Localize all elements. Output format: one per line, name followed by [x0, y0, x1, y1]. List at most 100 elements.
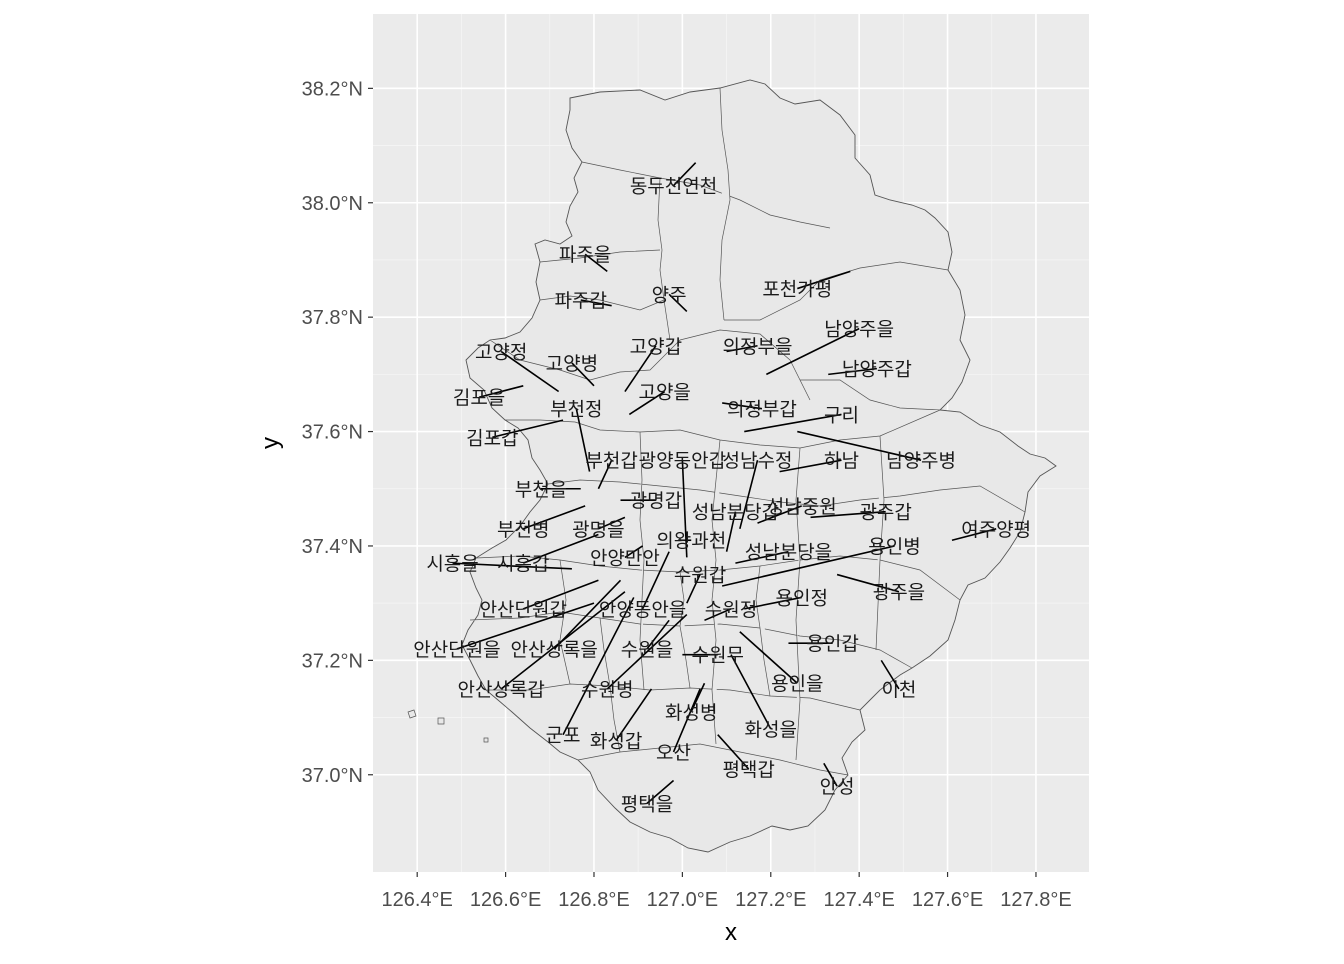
x-tick-label: 126.4°E — [382, 889, 453, 911]
region-label: 고양병 — [546, 353, 598, 375]
district-border — [547, 479, 1026, 513]
district-border — [539, 249, 661, 263]
label-leader-line — [951, 528, 997, 542]
district-border — [505, 409, 941, 449]
label-leader-line — [739, 459, 759, 529]
district-border — [581, 161, 831, 229]
region-label: 이천 — [881, 679, 916, 701]
y-tick-label: 37.2°N — [302, 650, 363, 672]
x-tick-label: 127.4°E — [823, 889, 894, 911]
label-leader-line — [726, 344, 758, 353]
region-label: 안산상록갑 — [457, 679, 544, 701]
region-label: 성남분당갑 — [692, 502, 779, 524]
region-label: 수원무 — [692, 645, 744, 667]
label-leader-line — [690, 682, 706, 713]
x-tick-label: 126.6°E — [470, 889, 541, 911]
region-label: 김포을 — [453, 387, 505, 409]
district-border — [755, 565, 771, 697]
label-leader-line — [646, 619, 670, 650]
label-leader-line — [452, 562, 572, 570]
label-leader-line — [779, 459, 842, 473]
region-label: 동두천연천 — [630, 176, 717, 198]
label-leader-line — [522, 533, 599, 564]
x-tick-label: 127.2°E — [735, 889, 806, 911]
region-label: 여주양평 — [961, 519, 1031, 541]
region-label: 성남분당을 — [745, 542, 832, 564]
label-leader-line — [478, 385, 524, 399]
label-leader-line — [522, 579, 599, 610]
region-label: 안성 — [820, 776, 855, 798]
label-leader-line — [797, 430, 922, 461]
region-label: 포천가평 — [762, 279, 832, 301]
label-leader-line — [598, 516, 626, 530]
label-leader-line — [744, 413, 842, 433]
region-label: 군포 — [546, 725, 581, 747]
region-label: 평택갑 — [722, 759, 774, 781]
district-border — [719, 87, 731, 321]
y-axis-title: y — [257, 437, 284, 449]
label-leader-line — [681, 460, 688, 558]
region-label: 남양주갑 — [842, 359, 912, 381]
region-label: 남양주을 — [824, 319, 894, 341]
region-label: 안산상록을 — [511, 639, 598, 661]
region-label: 수원정 — [705, 599, 757, 621]
label-leader-line — [797, 270, 851, 290]
region-label: 용인을 — [771, 673, 823, 695]
label-leader-line — [456, 602, 595, 650]
region-label: 용인갑 — [806, 633, 858, 655]
label-leader-line — [704, 608, 732, 622]
region-label: 성남수정 — [723, 450, 793, 472]
region-label: 평택을 — [621, 793, 673, 815]
label-leader-line — [739, 631, 798, 684]
region-label: 화성갑 — [590, 730, 642, 752]
label-leader-line — [717, 734, 750, 770]
region-label: 고양갑 — [630, 336, 682, 358]
region-label: 수원을 — [621, 639, 673, 661]
region-label: 성남중원 — [767, 496, 837, 518]
label-leader-line — [766, 327, 860, 376]
label-leader-line — [757, 505, 803, 524]
region-label: 부천을 — [515, 479, 567, 501]
label-leader-line — [575, 408, 591, 472]
label-leader-line — [721, 545, 895, 587]
region-label: 용인정 — [775, 587, 827, 609]
x-tick-label: 127.0°E — [647, 889, 718, 911]
island — [407, 709, 417, 719]
y-tick-label: 38.0°N — [302, 193, 363, 215]
district-border — [800, 379, 941, 411]
region-label: 광주을 — [873, 582, 925, 604]
label-leader-line — [553, 579, 622, 650]
region-label: 화성을 — [745, 719, 797, 741]
district-border — [539, 295, 665, 311]
label-leader-line — [500, 350, 560, 393]
region-label: 시흥을 — [426, 553, 478, 575]
x-tick-label: 127.6°E — [912, 889, 983, 911]
district-border — [711, 439, 721, 745]
region-label: 부천병 — [497, 519, 549, 541]
label-leader-line — [836, 573, 900, 593]
y-tick-label: 38.2°N — [302, 78, 363, 100]
y-tick-label: 37.8°N — [302, 307, 363, 329]
region-label: 양주 — [652, 284, 687, 306]
region-label: 고양정 — [475, 341, 527, 363]
label-leader-line — [828, 367, 877, 376]
x-tick-label: 126.8°E — [558, 889, 629, 911]
region-label: 광명을 — [572, 519, 624, 541]
label-leader-line — [722, 402, 763, 410]
y-tick-label: 37.4°N — [302, 536, 363, 558]
region-label: 부천갑 — [585, 450, 637, 472]
region-label: 오산 — [656, 742, 691, 764]
label-leader-line — [686, 574, 701, 604]
region-label: 용인병 — [868, 536, 920, 558]
district-border — [577, 743, 849, 776]
label-leader-line — [584, 253, 608, 273]
region-label: 파주갑 — [555, 290, 607, 312]
label-leader-line — [522, 505, 586, 530]
district-border — [679, 329, 811, 401]
region-label: 안산단원갑 — [480, 599, 567, 621]
region-label: 부천정 — [550, 399, 602, 421]
region-label: 수원갑 — [674, 565, 726, 587]
region-label: 남양주병 — [886, 450, 956, 472]
